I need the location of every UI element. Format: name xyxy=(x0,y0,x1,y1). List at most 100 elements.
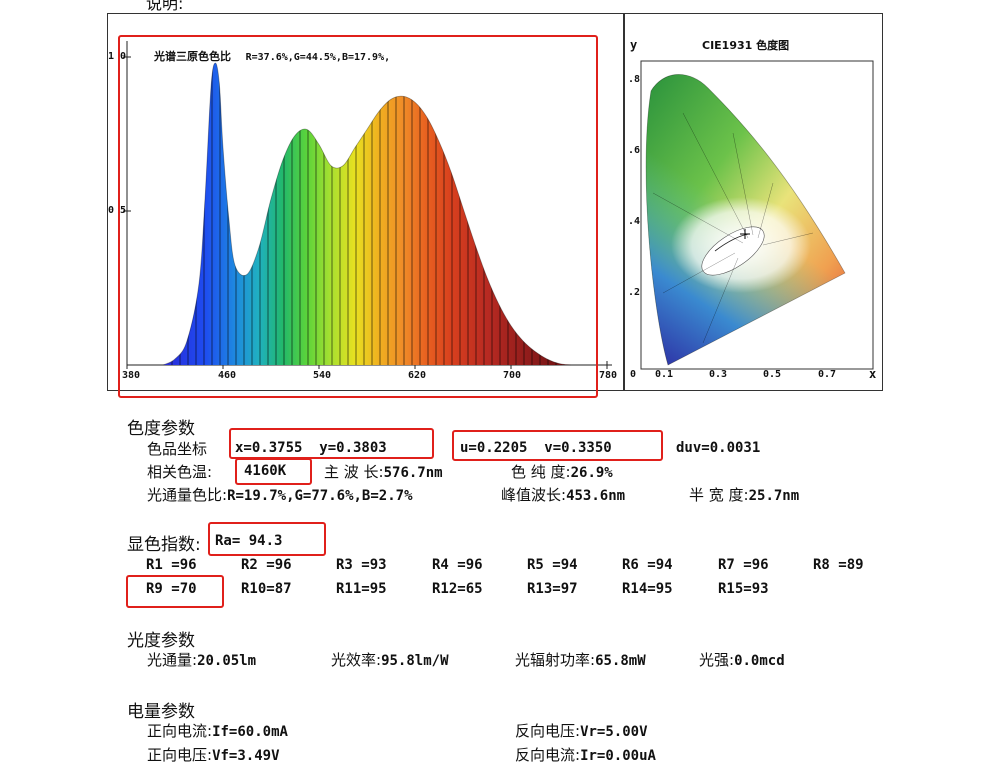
cri-heading: 显色指数: xyxy=(127,535,201,555)
vf-value: Vf=3.49V xyxy=(212,748,280,764)
cie-diagram xyxy=(640,60,874,370)
flux-ratio-label: 光通量色比: xyxy=(147,486,228,504)
half-width: 半 宽 度:25.7nm xyxy=(689,484,799,505)
x-tick-380: 380 xyxy=(122,370,141,381)
dominant-label: 主 波 长: xyxy=(324,463,384,481)
cie-x-tick-05: 0.5 xyxy=(763,369,782,380)
highlight-xy xyxy=(229,428,434,459)
flux-label: 光通量: xyxy=(147,651,198,669)
x-tick-780: 780 xyxy=(599,370,618,381)
cie-x-axis-label: x xyxy=(869,367,877,381)
photometric-heading: 光度参数 xyxy=(127,631,195,651)
reverse-voltage: 反向电压:Vr=5.00V xyxy=(515,720,648,741)
cri-r5: R5 =94 xyxy=(527,557,578,573)
uv-value: u=0.2205 v=0.3350 xyxy=(460,440,612,456)
cie-title-text: CIE1931 色度图 xyxy=(702,39,790,52)
cie-y-tick-0: 0 xyxy=(630,369,637,380)
cie-y-tick-04: .4 xyxy=(628,216,641,227)
efficacy-label: 光效率: xyxy=(331,651,382,669)
cie-y-tick-02: .2 xyxy=(628,287,641,298)
flux-value: 20.05lm xyxy=(197,653,257,669)
radiant-value: 65.8mW xyxy=(595,653,646,669)
cri-r14: R14=95 xyxy=(622,581,673,597)
peak-wavelength: 峰值波长:453.6nm xyxy=(501,484,625,505)
vr-value: Vr=5.00V xyxy=(580,724,648,740)
if-label: 正向电流: xyxy=(147,722,213,740)
coord-label: 色品坐标 xyxy=(147,440,208,458)
luminous-efficacy: 光效率:95.8lm/W xyxy=(331,649,449,670)
forward-voltage: 正向电压:Vf=3.49V xyxy=(147,744,280,765)
highlight-uv xyxy=(452,430,663,461)
cri-r11: R11=95 xyxy=(336,581,387,597)
cie-panel xyxy=(623,13,883,391)
spectrum-title-text: 光谱三原色色比 xyxy=(154,50,231,63)
cie-x-tick-07: 0.7 xyxy=(818,369,837,380)
peak-label: 峰值波长: xyxy=(501,486,567,504)
cie-title: CIE1931 色度图 xyxy=(702,37,789,53)
x-tick-620: 620 xyxy=(408,370,427,381)
cri-r3: R3 =93 xyxy=(336,557,387,573)
forward-current: 正向电流:If=60.0mA xyxy=(147,720,288,741)
efficacy-value: 95.8lm/W xyxy=(381,653,449,669)
cri-r8: R8 =89 xyxy=(813,557,864,573)
cri-r4: R4 =96 xyxy=(432,557,483,573)
chroma-heading: 色度参数 xyxy=(127,419,195,439)
cct-label-wrap: 相关色温: xyxy=(147,461,212,482)
color-purity: 色 纯 度:26.9% xyxy=(511,461,613,482)
radiant-label: 光辐射功率: xyxy=(515,651,596,669)
y-tick-label-mid: 0 5 xyxy=(108,205,127,216)
cie-x-tick-03: 0.3 xyxy=(709,369,728,380)
purity-value: 26.9% xyxy=(570,465,613,481)
dominant-value: 576.7nm xyxy=(383,465,443,481)
ir-label: 反向电流: xyxy=(515,746,581,764)
xy-value: x=0.3755 y=0.3803 xyxy=(235,440,387,456)
cri-r7: R7 =96 xyxy=(718,557,769,573)
flux-ratio: 光通量色比:R=19.7%,G=77.6%,B=2.7% xyxy=(147,484,413,505)
peak-value: 453.6nm xyxy=(566,488,626,504)
cri-r12: R12=65 xyxy=(432,581,483,597)
if-value: If=60.0mA xyxy=(212,724,288,740)
cie-y-axis-label: y xyxy=(630,38,638,52)
intensity-label: 光强: xyxy=(699,651,735,669)
chroma-coord-row: 色品坐标 xyxy=(147,438,207,459)
radiant-power: 光辐射功率:65.8mW xyxy=(515,649,646,670)
reverse-current: 反向电流:Ir=0.00uA xyxy=(515,744,656,765)
spectrum-panel xyxy=(107,13,625,391)
cri-r6: R6 =94 xyxy=(622,557,673,573)
cri-r10: R10=87 xyxy=(241,581,292,597)
duv-value: duv=0.0031 xyxy=(676,440,761,456)
ir-value: Ir=0.00uA xyxy=(580,748,656,764)
x-tick-460: 460 xyxy=(218,370,237,381)
cri-r2: R2 =96 xyxy=(241,557,292,573)
header-fragment: 说明: xyxy=(146,0,184,13)
ra-value: Ra= 94.3 xyxy=(215,533,283,549)
y-tick-label-top: 1 0 xyxy=(108,51,127,62)
intensity-value: 0.0mcd xyxy=(734,653,785,669)
vf-label: 正向电压: xyxy=(147,746,213,764)
cie-y-tick-08: .8 xyxy=(628,74,641,85)
fwhm-value: 25.7nm xyxy=(748,488,800,504)
cie-x-tick-01: 0.1 xyxy=(655,369,674,380)
highlight-ra xyxy=(208,522,326,556)
flux-ratio-value: R=19.7%,G=77.6%,B=2.7% xyxy=(227,488,413,504)
highlight-spectrum xyxy=(118,35,598,398)
cct-value: 4160K xyxy=(244,463,287,479)
dominant-wavelength: 主 波 长:576.7nm xyxy=(324,461,443,482)
cie-y-tick-06: .6 xyxy=(628,145,641,156)
highlight-r9 xyxy=(126,575,224,608)
cri-r15: R15=93 xyxy=(718,581,769,597)
fwhm-label: 半 宽 度: xyxy=(689,486,749,504)
cri-r9: R9 =70 xyxy=(146,581,197,597)
spectrum-outline xyxy=(162,62,572,366)
cct-label: 相关色温: xyxy=(147,463,213,481)
cri-r13: R13=97 xyxy=(527,581,578,597)
cri-r1: R1 =96 xyxy=(146,557,197,573)
x-tick-540: 540 xyxy=(313,370,332,381)
spectrum-ratio: R=37.6%,G=44.5%,B=17.9%, xyxy=(245,52,391,63)
spectrum-title: 光谱三原色色比 R=37.6%,G=44.5%,B=17.9%, xyxy=(154,48,390,64)
electrical-heading: 电量参数 xyxy=(127,702,195,722)
luminous-intensity: 光强:0.0mcd xyxy=(699,649,785,670)
purity-label: 色 纯 度: xyxy=(511,463,571,481)
x-tick-700: 700 xyxy=(503,370,522,381)
luminous-flux: 光通量:20.05lm xyxy=(147,649,256,670)
